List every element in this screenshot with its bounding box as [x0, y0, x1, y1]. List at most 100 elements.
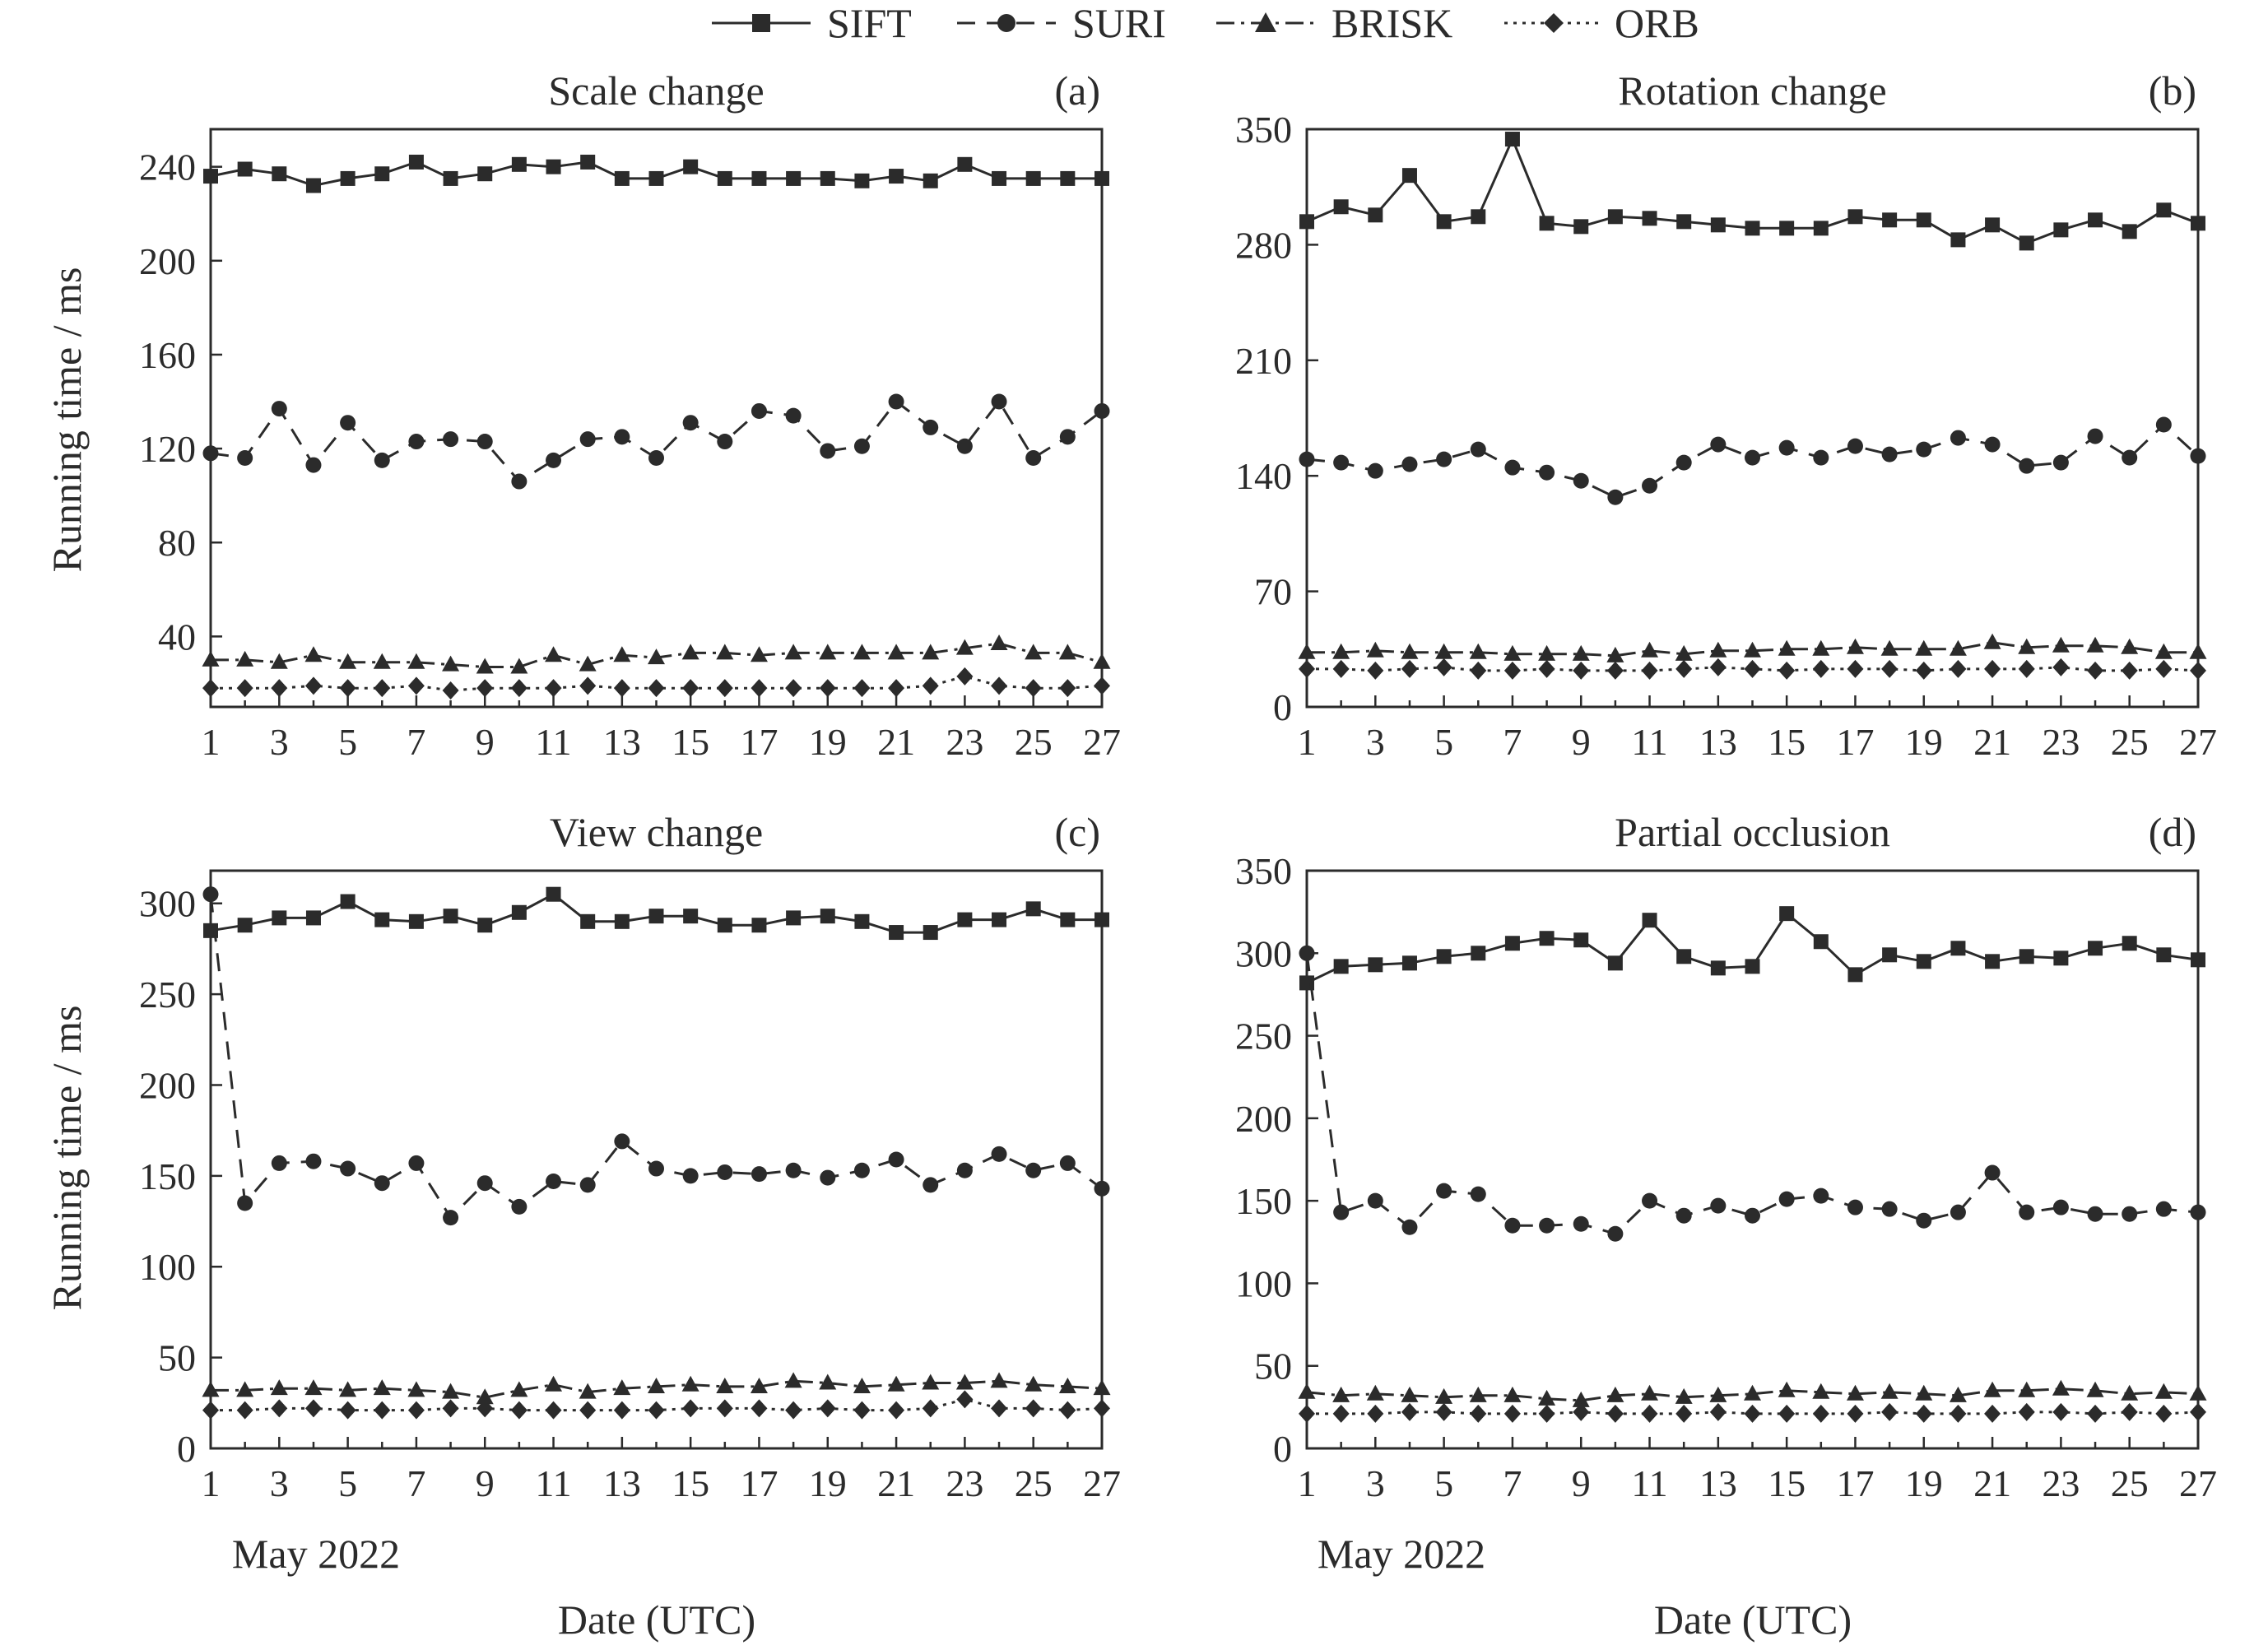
x-tick-label: 11 [535, 1462, 571, 1504]
data-point-sift [1060, 912, 1076, 927]
data-point-orb [1094, 1399, 1110, 1418]
data-point-orb [339, 1401, 356, 1420]
data-point-orb [1573, 661, 1590, 680]
data-point-sift [2191, 216, 2205, 231]
data-point-orb [1025, 679, 1042, 698]
data-point-brisk [545, 646, 563, 662]
data-point-brisk [1538, 1389, 1556, 1406]
data-point-brisk [648, 1377, 665, 1393]
panel-letter: (d) [2149, 809, 2196, 855]
data-point-suri [1984, 1164, 2001, 1181]
data-point-orb [956, 1390, 974, 1409]
x-tick-label: 13 [1699, 1462, 1737, 1504]
data-point-orb [956, 667, 974, 686]
legend: SIFT SURI BRISK ORB [712, 0, 1699, 46]
data-point-suri [202, 445, 219, 462]
data-point-orb [2190, 1402, 2206, 1421]
data-point-suri [1094, 1180, 1110, 1197]
data-point-brisk [2121, 1384, 2139, 1401]
data-point-brisk [2154, 643, 2173, 659]
data-point-suri [1881, 446, 1898, 462]
data-point-suri [1059, 429, 1076, 445]
data-point-brisk [1538, 644, 1556, 661]
x-tick-label: 21 [877, 1462, 915, 1504]
data-point-brisk [922, 644, 940, 660]
data-point-orb [407, 676, 425, 695]
data-point-brisk [476, 1388, 494, 1405]
data-point-sift [1401, 955, 1417, 971]
series-orb [202, 1390, 1110, 1420]
data-point-suri [1025, 450, 1042, 467]
data-point-sift [1471, 946, 1486, 961]
data-point-brisk [510, 1381, 528, 1397]
data-point-sift [2019, 235, 2034, 251]
data-point-orb [1984, 659, 2001, 678]
legend-item-orb: ORB [1504, 0, 1699, 46]
data-point-orb [202, 1401, 219, 1420]
data-point-orb [1538, 659, 1555, 678]
data-point-orb [1641, 661, 1658, 680]
data-point-orb [1778, 1404, 1796, 1423]
data-point-sift [992, 170, 1007, 186]
data-point-brisk [2052, 636, 2070, 653]
panel-partial-occlusion: Partial occlusion (d)05010015020025030035… [1235, 809, 2217, 1504]
data-point-orb [476, 679, 494, 698]
data-point-orb [2052, 658, 2070, 676]
data-point-suri [1367, 462, 1383, 479]
data-point-suri [340, 1160, 356, 1177]
data-point-suri [1984, 436, 2001, 453]
panel-letter: (a) [1055, 67, 1101, 114]
data-point-brisk [407, 1381, 425, 1397]
data-point-suri [579, 1177, 596, 1193]
data-point-brisk [2086, 1381, 2104, 1397]
data-point-suri [546, 452, 562, 468]
data-point-sift [511, 904, 527, 920]
data-point-sift [614, 170, 630, 186]
data-point-sift [408, 913, 424, 929]
data-point-suri [271, 1155, 287, 1171]
x-tick-label: 11 [535, 721, 571, 763]
x-tick-label: 27 [1083, 1462, 1121, 1504]
data-point-orb [716, 679, 733, 698]
series-line-brisk [1307, 641, 2198, 658]
series-brisk [1298, 1379, 2207, 1407]
data-point-suri [1401, 1219, 1418, 1235]
data-point-orb [1984, 1404, 2001, 1423]
data-point-sift [889, 925, 904, 941]
data-point-sift [1436, 214, 1452, 230]
data-point-orb [1059, 679, 1076, 698]
series-orb [1299, 658, 2206, 680]
x-tick-label: 21 [1973, 1462, 2011, 1504]
data-point-suri [1539, 1217, 1555, 1234]
data-point-brisk [1915, 639, 1933, 656]
x-tick-label: 3 [1366, 1462, 1385, 1504]
data-point-orb [271, 1399, 288, 1418]
data-point-brisk [1572, 644, 1590, 661]
x-tick-label: 25 [1015, 1462, 1053, 1504]
x-tick-label: 17 [1836, 721, 1874, 763]
legend-item-brisk: BRISK [1216, 0, 1452, 46]
x-tick-label: 7 [1503, 1462, 1522, 1504]
data-point-orb [716, 1399, 733, 1418]
data-point-orb [1435, 658, 1452, 676]
data-point-sift [957, 156, 973, 172]
x-tick-label: 9 [1572, 721, 1591, 763]
data-point-orb [339, 679, 356, 698]
data-point-suri [2087, 428, 2103, 444]
data-point-orb [2155, 659, 2173, 678]
data-point-suri [1675, 454, 1692, 471]
data-point-sift [1950, 232, 1966, 248]
data-point-brisk [1435, 643, 1453, 659]
data-point-sift [1813, 221, 1829, 236]
data-point-orb [785, 1401, 802, 1420]
panel-title: Partial occlusion [1615, 809, 1890, 855]
x-tick-label: 1 [202, 721, 221, 763]
data-point-orb [1778, 661, 1796, 680]
x-tick-label: 17 [740, 1462, 778, 1504]
data-point-orb [1299, 659, 1315, 678]
data-point-suri [340, 415, 356, 431]
data-point-suri [2122, 1206, 2138, 1222]
data-point-orb [1332, 1404, 1350, 1423]
data-point-brisk [1846, 1384, 1864, 1401]
data-point-orb [1950, 659, 1967, 678]
